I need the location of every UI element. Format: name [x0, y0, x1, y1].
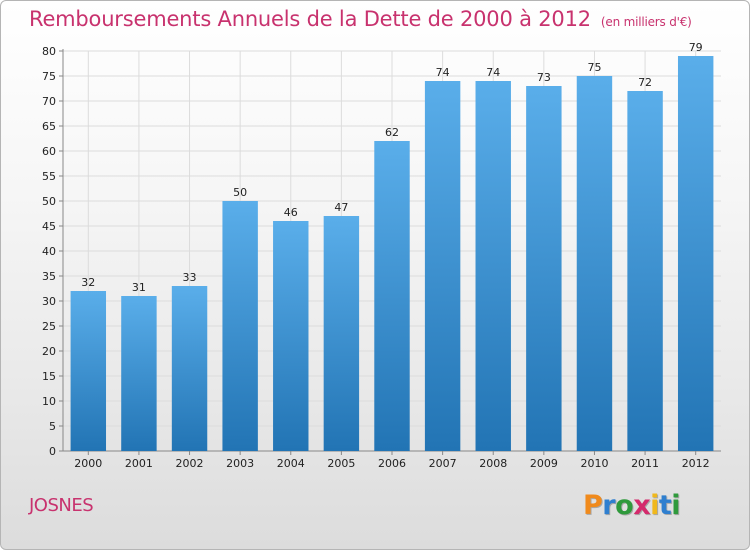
- data-label: 50: [233, 186, 247, 199]
- chart-title-text: Remboursements Annuels de la Dette de 20…: [29, 7, 591, 31]
- data-label: 74: [436, 66, 450, 79]
- y-tick-label: 80: [42, 45, 56, 58]
- chart-subtitle: (en milliers d'€): [600, 15, 692, 29]
- x-tick-label: 2012: [682, 457, 710, 470]
- x-tick-label: 2005: [327, 457, 355, 470]
- x-tick-label: 2009: [530, 457, 558, 470]
- logo-letter: i: [671, 490, 681, 521]
- x-tick-label: 2008: [479, 457, 507, 470]
- logo-letter: o: [615, 490, 634, 521]
- bar: [627, 91, 663, 451]
- y-tick-label: 50: [42, 195, 56, 208]
- data-label: 47: [334, 201, 348, 214]
- commune-name: JOSNES: [29, 495, 94, 516]
- y-tick-label: 55: [42, 170, 56, 183]
- x-tick-label: 2004: [277, 457, 305, 470]
- logo-letter: r: [602, 490, 616, 521]
- logo-letter: P: [583, 490, 603, 521]
- y-tick-label: 40: [42, 245, 56, 258]
- logo-letter: i: [650, 490, 659, 521]
- x-tick-label: 2002: [176, 457, 204, 470]
- bar: [374, 141, 410, 451]
- bar: [323, 216, 360, 451]
- data-labels: 32 31 33 50 46 47 62 74 74 73 75 72 79: [81, 41, 702, 294]
- x-tick-label: 2007: [429, 457, 457, 470]
- bar: [273, 221, 309, 451]
- y-tick-label: 35: [42, 270, 56, 283]
- bar: [222, 201, 258, 451]
- logo-letter: t: [658, 490, 672, 521]
- data-label: 31: [132, 281, 146, 294]
- y-tick-label: 75: [42, 70, 56, 83]
- y-tick-label: 15: [42, 370, 56, 383]
- y-tick-label: 30: [42, 295, 56, 308]
- y-tick-label: 45: [42, 220, 56, 233]
- chart-title: Remboursements Annuels de la Dette de 20…: [29, 7, 692, 31]
- y-tick-label: 70: [42, 95, 56, 108]
- bar: [70, 291, 107, 451]
- data-label: 72: [638, 76, 652, 89]
- data-label: 74: [486, 66, 500, 79]
- data-label: 79: [689, 41, 703, 54]
- data-label: 62: [385, 126, 399, 139]
- proxiti-logo: Proxiti: [583, 490, 681, 521]
- data-label: 32: [81, 276, 95, 289]
- logo-letter: x: [633, 490, 651, 521]
- y-tick-label: 65: [42, 120, 56, 133]
- x-tick-label: 2006: [378, 457, 406, 470]
- data-label: 46: [284, 206, 298, 219]
- x-tick-label: 2000: [74, 457, 102, 470]
- bar: [576, 76, 613, 451]
- bar: [424, 81, 461, 451]
- y-tick-label: 25: [42, 320, 56, 333]
- x-tick-label: 2003: [226, 457, 254, 470]
- x-tick-label: 2010: [580, 457, 608, 470]
- data-label: 33: [183, 271, 197, 284]
- bars: [70, 56, 714, 451]
- x-tick-label: 2011: [631, 457, 659, 470]
- data-label: 75: [587, 61, 601, 74]
- data-label: 73: [537, 71, 551, 84]
- x-tick-label: 2001: [125, 457, 153, 470]
- bar: [121, 296, 157, 451]
- bar: [171, 286, 208, 451]
- y-tick-label: 5: [49, 420, 56, 433]
- y-tick-label: 10: [42, 395, 56, 408]
- bar: [677, 56, 714, 451]
- y-tick-label: 0: [49, 445, 56, 458]
- bar: [475, 81, 511, 451]
- y-tick-label: 20: [42, 345, 56, 358]
- y-tick-label: 60: [42, 145, 56, 158]
- bar: [526, 86, 562, 451]
